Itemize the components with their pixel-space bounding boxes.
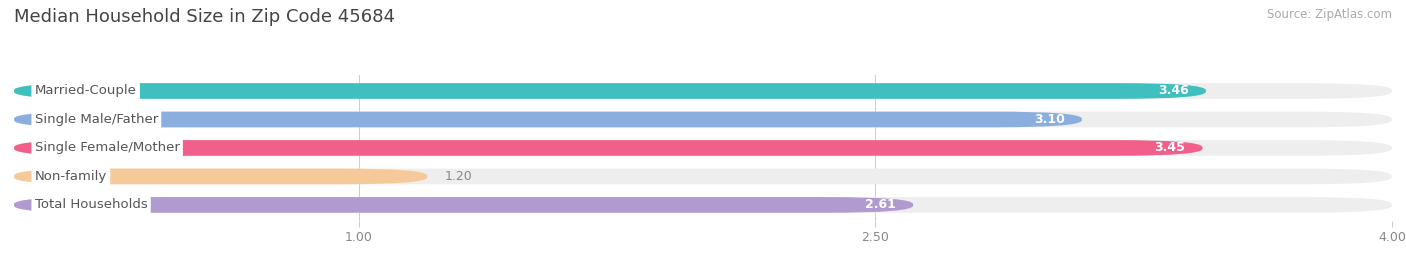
FancyBboxPatch shape [14,169,427,184]
FancyBboxPatch shape [14,112,1392,127]
FancyBboxPatch shape [14,83,1392,99]
FancyBboxPatch shape [14,169,1392,184]
Text: 3.45: 3.45 [1154,141,1185,154]
Text: 1.20: 1.20 [444,170,472,183]
Text: 2.61: 2.61 [865,199,896,211]
Text: Non-family: Non-family [35,170,107,183]
Text: 3.10: 3.10 [1033,113,1064,126]
Text: Married-Couple: Married-Couple [35,84,136,97]
FancyBboxPatch shape [14,197,912,213]
Text: Median Household Size in Zip Code 45684: Median Household Size in Zip Code 45684 [14,8,395,26]
FancyBboxPatch shape [14,112,1083,127]
FancyBboxPatch shape [14,83,1206,99]
FancyBboxPatch shape [14,140,1392,156]
Text: Single Male/Father: Single Male/Father [35,113,157,126]
Text: Source: ZipAtlas.com: Source: ZipAtlas.com [1267,8,1392,21]
FancyBboxPatch shape [14,197,1392,213]
FancyBboxPatch shape [14,140,1202,156]
Text: Single Female/Mother: Single Female/Mother [35,141,180,154]
Text: Total Households: Total Households [35,199,148,211]
Text: 3.46: 3.46 [1159,84,1188,97]
